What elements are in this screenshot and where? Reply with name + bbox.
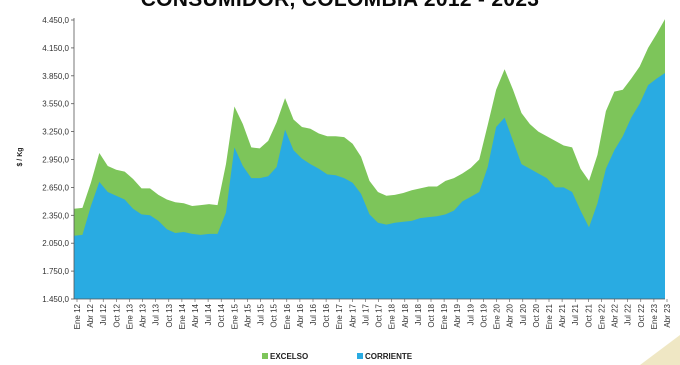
x-tick-label: Ene 15 <box>230 303 239 329</box>
x-tick-label: Abr 18 <box>401 303 410 327</box>
y-tick-label: 4.450,0 <box>42 16 69 25</box>
x-tick-label: Jul 21 <box>571 303 580 325</box>
x-tick-label: Oct 12 <box>112 303 121 327</box>
x-tick-label: Oct 22 <box>637 303 646 327</box>
y-tick-label: 4.150,0 <box>42 44 69 53</box>
y-tick-label: 3.550,0 <box>42 100 69 109</box>
x-tick-label: Abr 23 <box>663 303 672 327</box>
x-tick-label: Ene 19 <box>440 303 449 329</box>
y-tick-label: 1.450,0 <box>42 295 69 304</box>
x-tick-label: Jul 20 <box>519 303 528 325</box>
x-tick-label: Jul 17 <box>361 303 370 325</box>
axes: 1.450,0 1.750,0 2.050,0 2.350,0 2.650,0 2.950… <box>42 16 672 329</box>
legend: EXCELSO CORRIENTE <box>262 352 413 361</box>
x-tick-label: Jul 18 <box>414 303 423 325</box>
x-tick-label: Abr 12 <box>86 303 95 327</box>
y-tick-label: 1.750,0 <box>42 267 69 276</box>
x-tick-label: Jul 22 <box>624 303 633 325</box>
x-tick-label: Abr 14 <box>191 303 200 327</box>
x-tick-label: Ene 22 <box>597 303 606 329</box>
legend-label-excelso: EXCELSO <box>270 352 308 361</box>
y-tick-label: 2.350,0 <box>42 211 69 220</box>
x-tick-label: Abr 17 <box>348 303 357 327</box>
x-tick-label: Jul 14 <box>204 303 213 325</box>
x-tick-label: Ene 17 <box>335 303 344 329</box>
x-tick-label: Abr 19 <box>453 303 462 327</box>
x-tick-label: Oct 21 <box>584 303 593 327</box>
legend-label-corriente: CORRIENTE <box>365 352 413 361</box>
x-tick-label: Abr 22 <box>611 303 620 327</box>
legend-swatch-excelso <box>262 353 268 359</box>
x-tick-label: Abr 21 <box>558 303 567 327</box>
y-tick-label: 2.050,0 <box>42 239 69 248</box>
x-tick-label: Jul 13 <box>152 303 161 325</box>
corner-decoration <box>640 335 680 365</box>
x-tick-label: Abr 20 <box>506 303 515 327</box>
y-tick-label: 2.950,0 <box>42 156 69 165</box>
x-tick-label: Ene 21 <box>545 303 554 329</box>
x-tick-label: Oct 20 <box>532 303 541 327</box>
x-tick-label: Jul 16 <box>309 303 318 325</box>
x-tick-label: Oct 16 <box>322 303 331 327</box>
x-tick-label: Oct 15 <box>270 303 279 327</box>
x-tick-label: Abr 16 <box>296 303 305 327</box>
x-tick-label: Jul 19 <box>466 303 475 325</box>
x-tick-label: Ene 18 <box>388 303 397 329</box>
x-tick-label: Abr 13 <box>139 303 148 327</box>
x-tick-label: Ene 16 <box>283 303 292 329</box>
chart-title: CONSUMIDOR, COLOMBIA 2012 - 2023 <box>0 0 680 12</box>
x-tick-label: Oct 14 <box>217 303 226 327</box>
legend-swatch-corriente <box>357 353 363 359</box>
x-tick-label: Oct 13 <box>165 303 174 327</box>
x-tick-label: Ene 14 <box>178 303 187 329</box>
x-tick-label: Oct 17 <box>375 303 384 327</box>
x-tick-label: Jul 15 <box>257 303 266 325</box>
y-tick-label: 3.250,0 <box>42 128 69 137</box>
x-tick-label: Ene 23 <box>650 303 659 329</box>
x-tick-label: Jul 12 <box>99 303 108 325</box>
y-tick-label: 3.850,0 <box>42 72 69 81</box>
x-tick-label: Ene 13 <box>125 303 134 329</box>
plot-area <box>74 19 665 299</box>
y-tick-label: 2.650,0 <box>42 183 69 192</box>
series-area-corriente <box>74 73 665 299</box>
x-tick-label: Oct 18 <box>427 303 436 327</box>
x-tick-label: Ene 20 <box>493 303 502 329</box>
x-tick-label: Oct 19 <box>479 303 488 327</box>
x-tick-label: Abr 15 <box>243 303 252 327</box>
x-tick-label: Ene 12 <box>73 303 82 329</box>
